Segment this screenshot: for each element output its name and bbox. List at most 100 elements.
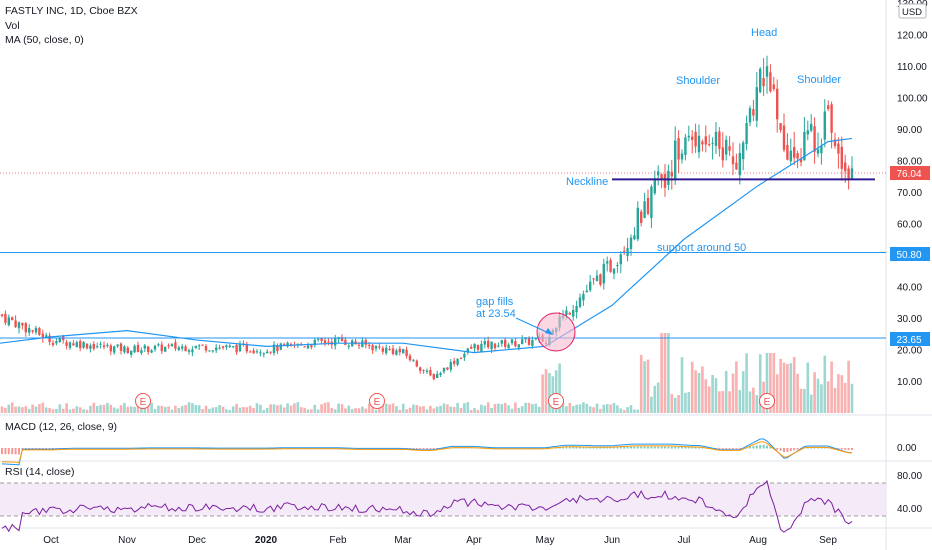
volume-bar: [282, 407, 286, 413]
volume-label: Vol: [5, 20, 20, 32]
macd-hist-bar: [728, 448, 731, 450]
volume-bar: [663, 333, 667, 413]
volume-bar: [687, 392, 691, 413]
volume-bar: [112, 407, 116, 413]
volume-bar: [833, 387, 837, 413]
volume-bar: [82, 409, 85, 413]
candle-body: [228, 345, 231, 347]
volume-bar: [422, 406, 425, 413]
candle-body: [521, 339, 524, 345]
macd-hist-bar: [643, 446, 646, 449]
volume-bar: [140, 408, 143, 413]
time-tick: Jun: [604, 535, 620, 546]
macd-hist-bar: [725, 448, 728, 450]
candle-body: [810, 123, 813, 131]
candle-body: [745, 123, 748, 144]
candle-body: [147, 346, 150, 353]
candle-body: [391, 348, 395, 354]
volume-bar: [398, 409, 402, 413]
candle-body: [480, 343, 483, 352]
price-axis[interactable]: 130.00120.00110.00100.0090.0080.0070.006…: [897, 0, 928, 388]
earnings-marker-aug[interactable]: E: [759, 393, 775, 409]
candle-body: [847, 168, 850, 181]
volume-bar: [534, 403, 538, 413]
volume-bar: [796, 373, 799, 413]
candle-body: [198, 345, 201, 347]
candle-body: [728, 146, 731, 151]
macd-hist-bar: [650, 446, 653, 449]
candle-body: [123, 346, 126, 353]
earnings-marker-feb[interactable]: E: [369, 393, 385, 409]
volume-bar: [772, 353, 776, 413]
volume-bar: [0, 406, 4, 413]
volume-bar: [514, 402, 517, 413]
candle-body: [616, 265, 619, 267]
candle-body: [691, 136, 694, 141]
volume-bar: [755, 395, 759, 413]
macd-line: [1, 438, 852, 466]
candle-body: [255, 351, 259, 353]
candle-body: [830, 104, 833, 133]
candle-body: [575, 306, 578, 313]
candle-body: [487, 340, 490, 348]
volume-bar: [643, 361, 646, 413]
volume-bar: [350, 409, 354, 413]
candle-body: [429, 369, 432, 376]
candle-body: [235, 344, 238, 353]
volume-bar: [316, 409, 320, 413]
candle-body: [412, 359, 415, 361]
volume-bar: [361, 406, 364, 413]
shoulder-left-label: Shoulder: [676, 75, 720, 87]
candle-body: [820, 146, 823, 154]
gap-fill-circle[interactable]: [536, 312, 576, 352]
candle-body: [446, 367, 449, 370]
macd-hist-bar: [596, 447, 598, 449]
macd-hist-bar: [31, 448, 34, 449]
volume-bar: [612, 403, 616, 413]
volume-bar: [238, 407, 242, 413]
earnings-marker-nov[interactable]: E: [135, 393, 151, 409]
macd-hist-bar: [558, 447, 561, 449]
candle-body: [663, 174, 667, 188]
candle-body: [116, 344, 119, 347]
currency-label: USD: [902, 7, 922, 18]
candle-body: [143, 345, 146, 349]
time-axis[interactable]: Oct Nov Dec 2020 Feb Mar Apr May Jun Jul Aug Sep: [43, 535, 837, 546]
volume-bar: [605, 404, 609, 413]
candle-body: [402, 349, 405, 354]
volume-bar: [469, 409, 473, 413]
macd-hist-bar: [691, 447, 694, 449]
price-tick: 30.00: [897, 314, 922, 325]
macd-hist-bar: [4, 448, 7, 455]
volume-bar: [429, 405, 432, 413]
macd-hist-bar: [7, 448, 10, 455]
macd-hist-bar: [738, 448, 741, 450]
volume-bar: [68, 409, 72, 413]
candle-body: [585, 290, 588, 293]
macd-hist-bar: [653, 446, 656, 449]
candle-body: [106, 344, 109, 347]
currency-box[interactable]: [898, 3, 927, 19]
candle-body: [408, 355, 412, 361]
volume-bar: [486, 402, 490, 413]
earnings-marker-may[interactable]: E: [548, 393, 564, 409]
volume-bar: [524, 402, 527, 413]
macd-hist-bar: [796, 448, 799, 450]
volume-bar: [490, 408, 493, 413]
volume-bar: [578, 404, 582, 413]
volume-bar: [61, 408, 65, 413]
main-pane[interactable]: [0, 0, 886, 415]
volume-bar: [779, 358, 782, 413]
volume-bar: [167, 406, 170, 413]
gap-arrow: [515, 317, 552, 335]
earnings-marker-label: E: [374, 397, 381, 408]
candle-body: [694, 131, 697, 147]
candle-body: [82, 342, 85, 348]
candle-body: [449, 362, 452, 370]
candle-body: [534, 338, 537, 340]
gap-price-tag-text: 23.65: [896, 335, 921, 346]
candle-body: [735, 162, 738, 170]
candle-body: [425, 370, 429, 372]
candle-body: [463, 353, 466, 358]
